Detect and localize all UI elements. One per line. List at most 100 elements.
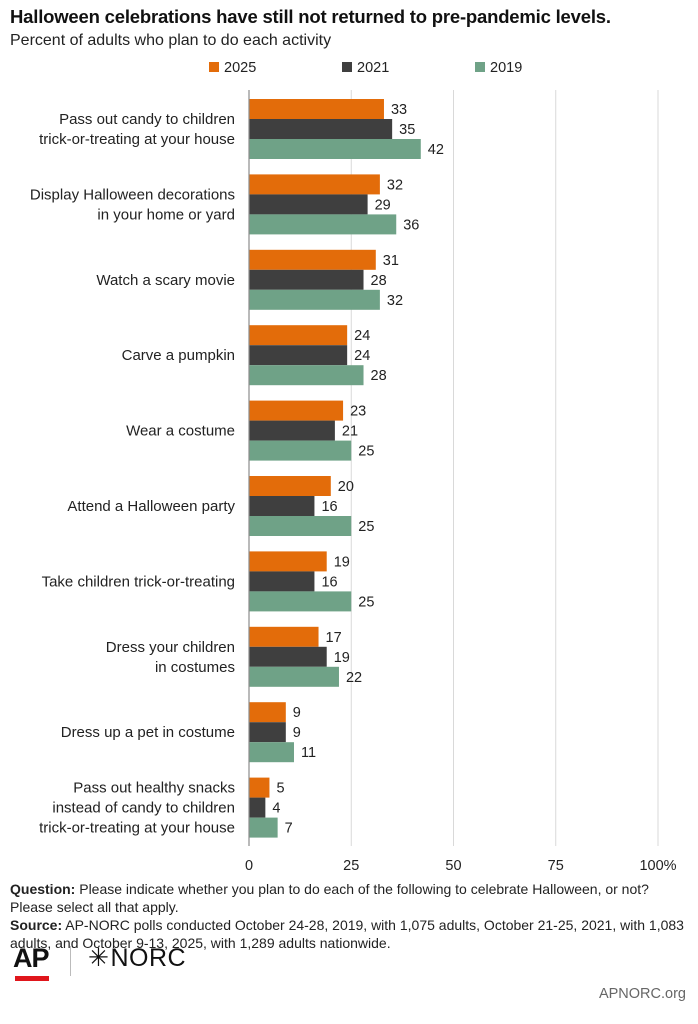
legend-item-2025: 2025 xyxy=(209,60,256,76)
x-tick-label-25: 25 xyxy=(343,858,359,874)
question-label: Question: xyxy=(10,881,76,897)
category-label-8-0: Dress up a pet in costume xyxy=(61,724,235,741)
category-label-2-0: Watch a scary movie xyxy=(96,272,235,289)
value-label-2021-2: 28 xyxy=(371,273,387,289)
legend-item-2019: 2019 xyxy=(475,60,522,76)
value-label-2021-5: 16 xyxy=(321,499,337,515)
bar-2019-8 xyxy=(249,742,294,763)
category-label-7-0: Dress your children xyxy=(106,639,235,656)
legend-swatch-2021 xyxy=(342,62,352,72)
value-label-2025-1: 32 xyxy=(387,177,403,193)
category-label-0-0: Pass out candy to children xyxy=(59,111,235,128)
value-label-2019-3: 28 xyxy=(371,368,387,384)
value-label-2019-1: 36 xyxy=(403,217,419,233)
bar-2019-2 xyxy=(249,289,380,310)
category-label-5-0: Attend a Halloween party xyxy=(67,498,235,515)
category-label-7-1: in costumes xyxy=(155,659,235,676)
ap-logo-text: AP xyxy=(13,943,50,973)
logo-divider xyxy=(70,946,71,976)
bar-2021-0 xyxy=(249,119,393,139)
chart-notes: Question: Please indicate whether you pl… xyxy=(10,880,690,952)
bar-2025-6 xyxy=(249,551,327,572)
category-label-1-1: in your home or yard xyxy=(97,206,235,223)
bar-2021-5 xyxy=(249,496,315,516)
value-label-2021-8: 9 xyxy=(293,725,301,741)
value-label-2019-9: 7 xyxy=(285,821,293,837)
bar-2025-4 xyxy=(249,400,344,421)
legend-label-2021: 2021 xyxy=(357,60,390,76)
x-tick-label-75: 75 xyxy=(548,858,564,874)
bar-2025-5 xyxy=(249,476,331,496)
value-label-2025-9: 5 xyxy=(276,781,284,797)
bar-2025-1 xyxy=(249,174,380,195)
ap-logo-bar xyxy=(15,976,49,981)
bar-2019-7 xyxy=(249,666,339,687)
bar-2019-4 xyxy=(249,440,352,461)
value-label-2025-7: 17 xyxy=(326,630,342,646)
chart-subtitle: Percent of adults who plan to do each ac… xyxy=(10,32,332,49)
norc-star-icon: ✳ xyxy=(88,944,110,972)
bar-2021-1 xyxy=(249,194,368,215)
category-label-6-0: Take children trick-or-treating xyxy=(42,573,235,590)
value-label-2021-7: 19 xyxy=(334,650,350,666)
category-label-0-1: trick-or-treating at your house xyxy=(39,131,235,148)
source-label: Source: xyxy=(10,917,63,933)
source-text: AP-NORC polls conducted October 24-28, 2… xyxy=(10,917,684,951)
category-label-4-0: Wear a costume xyxy=(126,423,235,440)
legend-swatch-2025 xyxy=(209,62,219,72)
value-label-2025-4: 23 xyxy=(350,404,366,420)
legend-label-2025: 2025 xyxy=(224,60,257,76)
bar-2021-8 xyxy=(249,722,286,743)
category-label-3-0: Carve a pumpkin xyxy=(122,347,235,364)
bar-2021-4 xyxy=(249,420,335,441)
bar-2025-2 xyxy=(249,249,376,270)
bar-2025-8 xyxy=(249,702,286,723)
bar-2019-3 xyxy=(249,365,364,386)
value-label-2021-4: 21 xyxy=(342,424,358,440)
value-label-2021-3: 24 xyxy=(354,348,370,364)
norc-logo: ✳NORC xyxy=(88,943,186,973)
value-label-2019-4: 25 xyxy=(358,444,374,460)
value-label-2019-2: 32 xyxy=(387,293,403,309)
category-label-9-2: trick-or-treating at your house xyxy=(39,820,235,837)
bar-2021-9 xyxy=(249,797,266,818)
bar-2025-9 xyxy=(249,777,270,798)
value-label-2021-9: 4 xyxy=(272,801,280,817)
x-tick-label-100: 100% xyxy=(639,858,676,874)
value-label-2021-1: 29 xyxy=(375,197,391,213)
x-tick-label-50: 50 xyxy=(445,858,461,874)
value-label-2019-6: 25 xyxy=(358,594,374,610)
footer-url: APNORC.org xyxy=(598,986,686,1002)
bar-chart: 33 35 42 Pass out candy to children trick-or… xyxy=(30,90,677,874)
bar-2025-3 xyxy=(249,325,348,346)
value-label-2025-2: 31 xyxy=(383,253,399,269)
bar-2021-3 xyxy=(249,345,348,366)
bar-2021-2 xyxy=(249,269,364,290)
value-label-2021-0: 35 xyxy=(399,122,415,138)
value-label-2021-6: 16 xyxy=(321,574,337,590)
value-label-2019-0: 42 xyxy=(428,142,444,158)
value-label-2025-8: 9 xyxy=(293,705,301,721)
bar-2025-0 xyxy=(249,99,384,119)
legend: 2025 2021 2019 xyxy=(0,58,698,80)
chart-title: Halloween celebrations have still not re… xyxy=(10,6,611,27)
legend-label-2019: 2019 xyxy=(490,60,523,76)
value-label-2025-5: 20 xyxy=(338,479,354,495)
ap-logo: AP xyxy=(13,943,53,983)
value-label-2025-3: 24 xyxy=(354,328,370,344)
bar-2019-9 xyxy=(249,817,278,838)
norc-logo-text: NORC xyxy=(110,944,187,972)
legend-item-2021: 2021 xyxy=(342,60,389,76)
bar-2019-6 xyxy=(249,591,352,612)
category-label-1-0: Display Halloween decorations xyxy=(30,186,235,203)
value-label-2025-0: 33 xyxy=(391,102,407,118)
value-label-2019-8: 11 xyxy=(301,745,316,761)
category-label-9-1: instead of candy to children xyxy=(52,800,235,817)
bar-2019-5 xyxy=(249,516,352,536)
value-label-2019-5: 25 xyxy=(358,519,374,535)
legend-swatch-2019 xyxy=(475,62,485,72)
bar-2021-6 xyxy=(249,571,315,592)
bar-2025-7 xyxy=(249,626,319,647)
category-label-9-0: Pass out healthy snacks xyxy=(73,780,235,797)
value-label-2025-6: 19 xyxy=(334,554,350,570)
